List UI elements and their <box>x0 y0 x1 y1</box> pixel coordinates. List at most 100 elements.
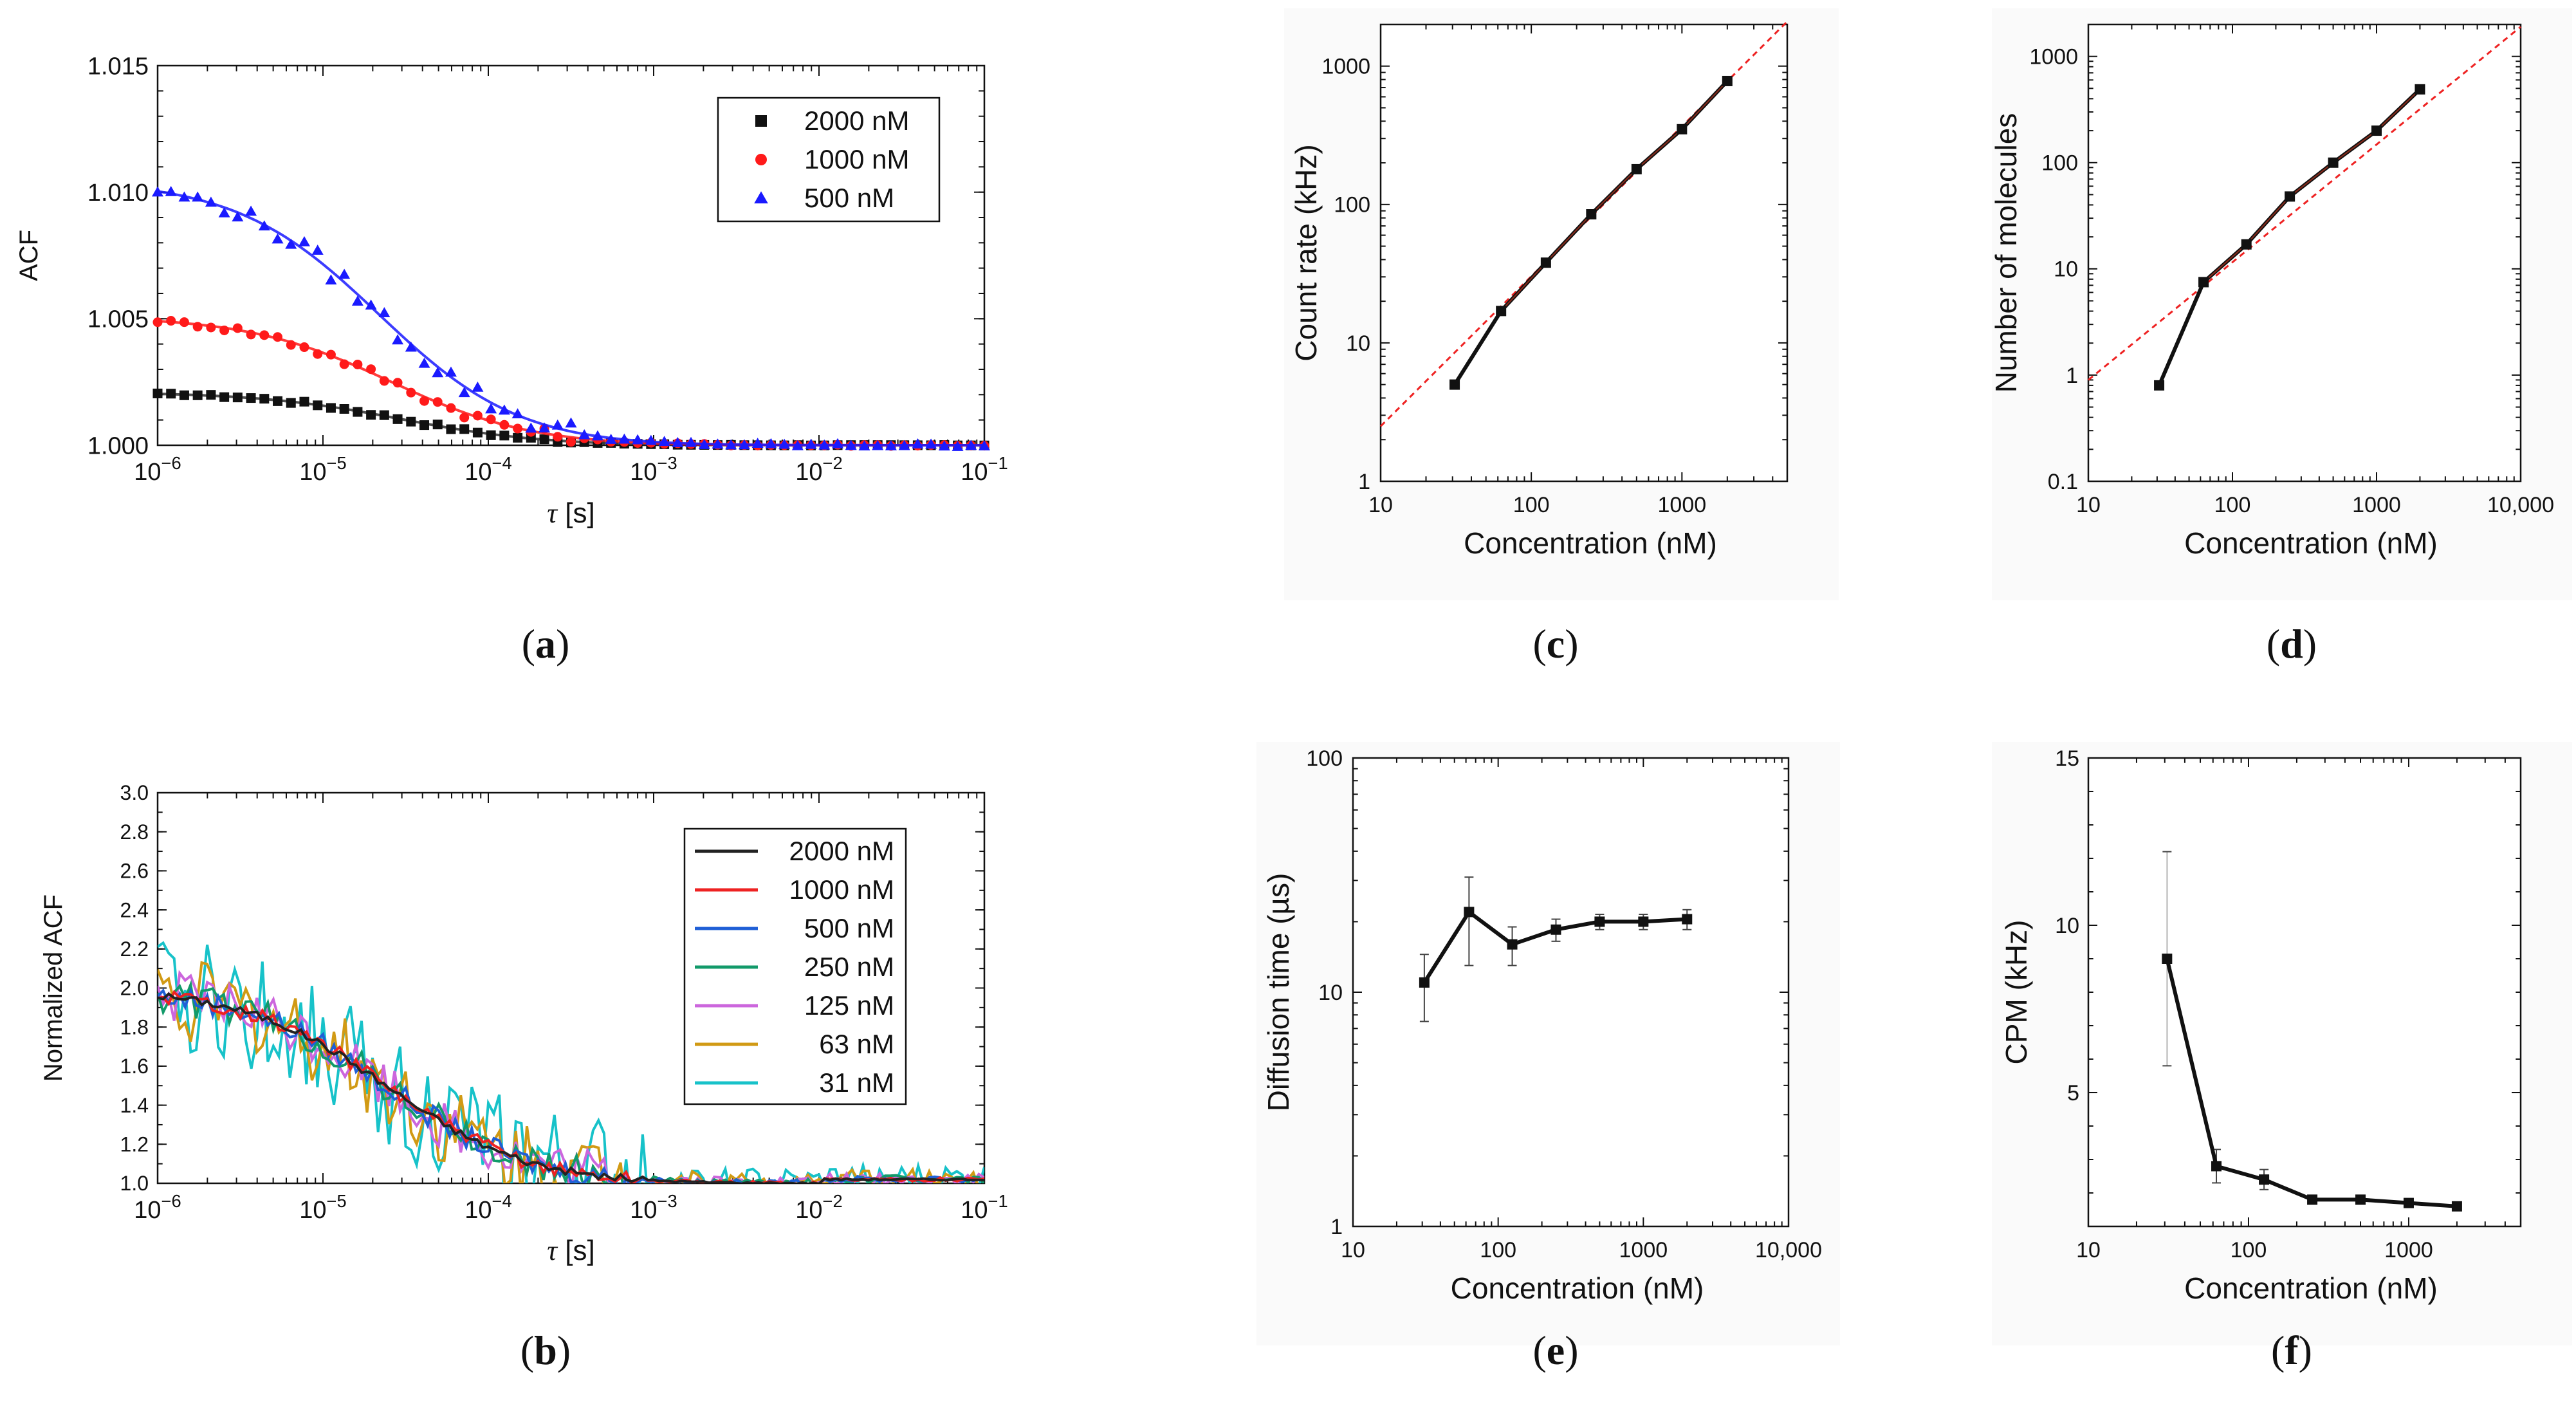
y-tick-label: 1.8 <box>120 1015 149 1039</box>
data-point <box>952 441 964 451</box>
data-point <box>246 329 256 340</box>
panel-caption: (d) <box>2267 621 2317 667</box>
data-point <box>885 440 897 450</box>
data-point <box>419 396 430 406</box>
x-tick-label: 10−4 <box>465 453 511 486</box>
y-tick-label: 2.6 <box>120 860 149 883</box>
data-point <box>458 387 470 398</box>
plot-area <box>2088 24 2521 481</box>
data-point <box>472 411 483 421</box>
plot-frame <box>1379 23 1789 483</box>
y-tick-label: 1.4 <box>120 1094 149 1117</box>
y-tick-label: 5 <box>2067 1081 2079 1105</box>
data-point <box>2162 954 2173 964</box>
panel-caption: (e) <box>1532 1327 1578 1373</box>
data-point <box>578 429 591 439</box>
y-tick-label: 10 <box>2055 914 2079 938</box>
x-tick-label: 100 <box>1513 493 1550 517</box>
data-point <box>498 404 510 415</box>
y-tick-label: 1.005 <box>87 306 149 333</box>
data-point <box>938 440 950 451</box>
data-point <box>273 396 283 406</box>
y-tick-label: 100 <box>1334 193 1370 217</box>
data-point <box>538 422 551 433</box>
data-point <box>219 392 230 402</box>
data-point <box>486 414 496 425</box>
data-point <box>513 423 523 434</box>
data-point <box>405 341 417 352</box>
y-tick-label: 1.0 <box>120 1172 149 1195</box>
legend-label: 125 nM <box>804 990 894 1021</box>
data-point <box>246 393 256 403</box>
data-point <box>1507 939 1518 950</box>
x-tick-label: 10−2 <box>795 453 842 486</box>
data-point <box>392 414 403 424</box>
y-tick-label: 1 <box>1330 1215 1343 1239</box>
series-2 <box>152 186 990 451</box>
data-point <box>285 238 297 249</box>
data-point <box>353 359 363 369</box>
data-point <box>245 205 257 216</box>
y-tick-label: 10 <box>2054 257 2078 282</box>
data-point <box>219 325 230 335</box>
data-point <box>551 419 564 430</box>
data-point <box>755 154 767 165</box>
data-point <box>725 439 737 450</box>
data-point <box>2198 277 2209 288</box>
y-axis-label: Normalized ACF <box>39 894 68 1082</box>
data-point <box>232 393 243 403</box>
data-point <box>685 436 697 447</box>
data-point <box>832 438 844 448</box>
data-point <box>459 424 470 434</box>
data-point <box>179 390 189 400</box>
data-point <box>432 397 443 407</box>
x-tick-label: 10 <box>2076 1238 2101 1262</box>
data-point <box>179 317 189 328</box>
data-point <box>925 438 937 449</box>
x-tick-label: 10−6 <box>134 453 181 486</box>
data-point <box>1677 124 1688 134</box>
x-tick-label: 10−3 <box>630 1191 677 1224</box>
data-point <box>313 349 323 359</box>
data-point <box>2154 380 2165 391</box>
legend-label: 250 nM <box>804 952 894 982</box>
data-point <box>206 322 216 333</box>
data-point <box>2415 84 2425 95</box>
x-tick-label: 100 <box>2214 493 2251 517</box>
x-tick-label: 10−1 <box>961 453 1007 486</box>
data-point <box>2285 191 2295 202</box>
x-axis-label: Concentration (nM) <box>1451 1271 1704 1305</box>
legend-label: 500 nM <box>804 183 894 213</box>
y-tick-label: 1.015 <box>87 53 149 80</box>
data-point <box>446 424 456 434</box>
data-point <box>258 220 270 231</box>
legend-label: 1000 nM <box>804 144 909 174</box>
data-point <box>618 433 630 444</box>
data-point <box>259 330 270 340</box>
data-point <box>379 376 389 386</box>
data-point <box>1496 306 1507 317</box>
data-point <box>965 439 977 450</box>
data-point <box>353 407 363 417</box>
y-axis-label: Count rate (kHz) <box>1289 144 1323 361</box>
data-point <box>513 432 523 443</box>
x-tick-label: 100 <box>1480 1238 1516 1262</box>
fit-overlay <box>2203 89 2421 283</box>
fit-line <box>157 190 984 447</box>
data-point <box>311 245 324 255</box>
data-point <box>1682 914 1693 925</box>
y-axis-label: Diffusion time (µs) <box>1262 873 1295 1112</box>
data-point <box>1631 163 1642 174</box>
data-point <box>2307 1194 2318 1205</box>
x-tick-label: 1000 <box>2384 1238 2433 1262</box>
x-tick-label: 10 <box>1341 1238 1365 1262</box>
data-point <box>1550 924 1561 935</box>
data-point <box>419 420 430 430</box>
x-tick-label: 10,000 <box>2487 493 2554 517</box>
data-point <box>205 196 217 207</box>
plot-area <box>2088 758 2521 1226</box>
data-point <box>672 437 684 447</box>
data-point <box>2355 1194 2366 1205</box>
x-tick-label: 10−4 <box>465 1191 511 1224</box>
